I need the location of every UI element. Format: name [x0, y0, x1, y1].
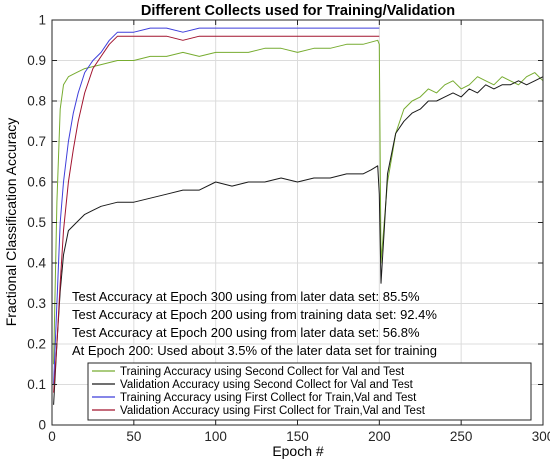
- y-tick-label: 0.5: [27, 215, 46, 230]
- legend-box: [87, 362, 532, 421]
- y-tick-label: 0.2: [27, 337, 46, 352]
- annotation-text: At Epoch 200: Used about 3.5% of the lat…: [72, 343, 437, 358]
- chart-title: Different Collects used for Training/Val…: [141, 3, 455, 19]
- y-axis-label: Fractional Classification Accuracy: [3, 118, 19, 327]
- annotation-text: Test Accuracy at Epoch 200 using from la…: [72, 325, 420, 340]
- legend-entry: Training Accuracy using First Collect fo…: [120, 392, 417, 404]
- x-tick-label: 250: [450, 429, 473, 444]
- annotation-text: Test Accuracy at Epoch 300 using from la…: [72, 289, 420, 304]
- y-tick-label: 0.4: [27, 256, 46, 271]
- legend-entry: Validation Accuracy using Second Collect…: [120, 379, 414, 391]
- x-tick-label: 150: [286, 429, 309, 444]
- x-tick-label: 200: [368, 429, 391, 444]
- x-tick-label: 300: [532, 429, 550, 444]
- axis-ticks: 0 50 100 150 200 250 300 0 0.1 0.2 0.3 0.4 0.5 0.6 0.7…: [27, 13, 550, 445]
- y-tick-label: 1: [38, 13, 46, 28]
- series-layer: [53, 27, 544, 405]
- series-line-1: [53, 39, 544, 365]
- annotation-text: Test Accuracy at Epoch 200 using from tr…: [72, 307, 437, 322]
- y-tick-label: 0.8: [27, 94, 46, 109]
- y-tick-label: 0.1: [27, 377, 46, 392]
- x-axis-label: Epoch #: [272, 443, 324, 459]
- legend: Training Accuracy using Second Collect f…: [87, 362, 532, 421]
- x-tick-label: 0: [48, 429, 56, 444]
- series-line-2: [53, 76, 544, 405]
- x-tick-label: 100: [204, 429, 227, 444]
- legend-entry: Training Accuracy using Second Collect f…: [120, 366, 405, 378]
- legend-entry: Validation Accuracy using First Collect …: [120, 405, 426, 417]
- y-tick-label: 0.7: [27, 134, 46, 149]
- y-tick-label: 0.6: [27, 175, 46, 190]
- annotation-block: Test Accuracy at Epoch 300 using from la…: [72, 289, 437, 358]
- series-line-4: [53, 35, 380, 393]
- series-line-3: [53, 27, 380, 385]
- x-tick-label: 50: [126, 429, 141, 444]
- y-tick-label: 0: [38, 418, 46, 433]
- y-tick-label: 0.3: [27, 296, 46, 311]
- y-tick-label: 0.9: [27, 53, 46, 68]
